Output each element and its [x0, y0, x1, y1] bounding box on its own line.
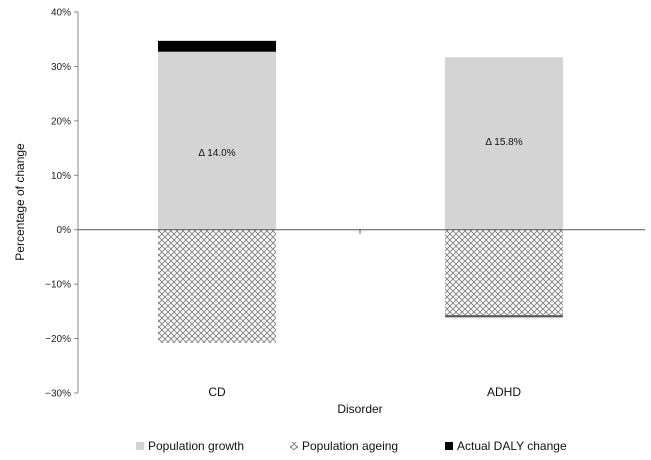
legend-swatch — [445, 442, 453, 450]
y-tick-label: 40% — [51, 8, 71, 19]
bars — [158, 40, 563, 343]
legend: Population growth Population ageing Actual… — [136, 439, 567, 453]
bar-adhd-population-growth — [445, 57, 563, 230]
y-axis-title: Percentage of change — [13, 143, 27, 261]
legend-item: Population ageing — [290, 439, 398, 453]
y-tick-label: −30% — [45, 389, 71, 400]
y-axis: −30% −20% −10% 0% 10% 20% 30% 40% — [45, 8, 79, 400]
y-tick-label: −10% — [45, 280, 71, 291]
bar-adhd-actual-daly-change — [445, 315, 563, 318]
y-tick-label: 30% — [51, 62, 71, 73]
y-tick-label: 10% — [51, 171, 71, 182]
delta-annotation: Δ 15.8% — [485, 137, 522, 148]
bar-cd-population-growth — [158, 51, 276, 230]
x-axis: CD ADHD — [78, 229, 645, 399]
legend-label: Population ageing — [302, 439, 398, 453]
bar-cd-population-ageing — [158, 229, 276, 343]
bar-adhd-population-ageing — [445, 229, 563, 316]
bar-annotations: Δ 14.0% Δ 15.8% — [198, 137, 522, 159]
delta-annotation: Δ 14.0% — [198, 148, 235, 159]
legend-label: Actual DALY change — [457, 439, 567, 453]
legend-item: Actual DALY change — [445, 439, 567, 453]
x-axis-title: Disorder — [337, 402, 382, 416]
x-category-label: CD — [208, 385, 226, 399]
bar-cd-actual-daly-change — [158, 40, 276, 52]
y-tick-label: 0% — [57, 225, 72, 236]
legend-label: Population growth — [148, 439, 244, 453]
legend-item: Population growth — [136, 439, 244, 453]
legend-swatch — [290, 442, 298, 450]
legend-swatch — [136, 442, 144, 450]
y-tick-label: 20% — [51, 116, 71, 127]
x-category-label: ADHD — [487, 385, 521, 399]
y-tick-label: −20% — [45, 334, 71, 345]
